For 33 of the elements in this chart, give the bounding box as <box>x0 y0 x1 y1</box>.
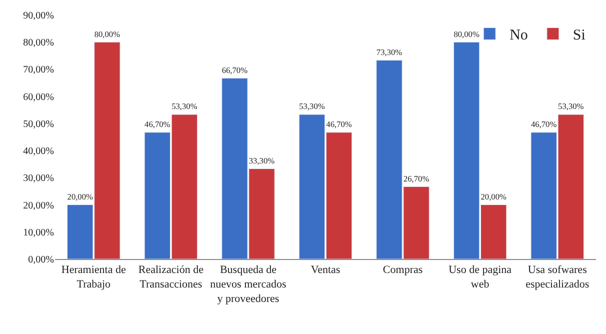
y-tick-label: 80,00% <box>23 38 54 49</box>
legend-label: No <box>510 28 528 44</box>
data-label: 80,00% <box>454 30 480 39</box>
y-tick-label: 10,00% <box>23 227 54 238</box>
data-label: 20,00% <box>480 192 506 202</box>
x-tick-label: Compras <box>382 264 423 276</box>
data-label: 53,30% <box>299 102 325 112</box>
data-label: 46,70% <box>144 120 170 130</box>
x-tick-label: Heramienta de Trabajo <box>61 264 126 290</box>
x-tick-label: Realización de Transacciones <box>138 264 204 290</box>
y-tick-label: 60,00% <box>23 92 54 103</box>
data-label: 80,00% <box>94 30 120 39</box>
y-tick-label: 20,00% <box>23 200 54 212</box>
x-tick-label: Usa sofwares especializados <box>526 264 590 290</box>
data-label: 73,30% <box>376 48 402 58</box>
y-tick-label: 30,00% <box>23 173 54 184</box>
y-tick-label: 0,00% <box>28 254 54 266</box>
y-tick-label: 50,00% <box>23 118 54 130</box>
data-label: 20,00% <box>67 192 94 202</box>
data-label: 46,70% <box>326 120 352 130</box>
y-tick-label: 40,00% <box>23 146 54 158</box>
data-label: 26,70% <box>403 174 430 184</box>
data-label: 46,70% <box>530 120 557 130</box>
legend-label: Si <box>572 28 586 44</box>
y-tick-label: 90,00% <box>23 10 54 22</box>
x-tick-label: Uso de pagina web <box>448 264 512 290</box>
data-label: 66,70% <box>222 66 248 75</box>
y-tick-label: 70,00% <box>23 64 54 76</box>
x-tick-label: Busqueda de nuevos mercados y proveedores <box>210 264 286 305</box>
data-label: 33,30% <box>248 156 275 166</box>
data-label: 53,30% <box>558 102 584 112</box>
x-tick-label: Ventas <box>310 264 340 276</box>
data-label: 53,30% <box>172 102 198 112</box>
